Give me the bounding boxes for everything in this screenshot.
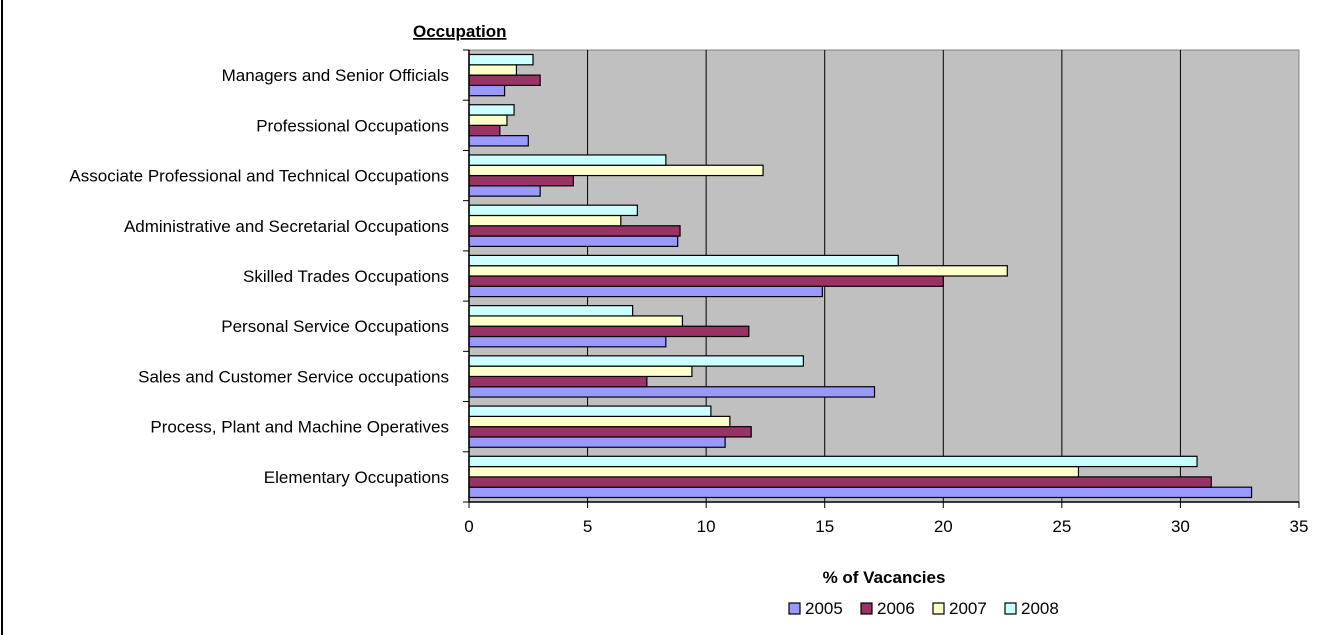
bar-2007 (468, 164, 764, 177)
legend-label: 2008 (1021, 599, 1059, 618)
category-label: Personal Service Occupations (221, 317, 449, 336)
tick-label: 25 (1052, 517, 1071, 536)
tick-label: 35 (1290, 517, 1309, 536)
bar-2006 (468, 325, 750, 338)
bar-2007 (468, 315, 684, 327)
bar-2006 (468, 426, 752, 438)
category-axis-title: Occupation (413, 22, 507, 41)
bar-2008 (468, 405, 712, 417)
bar-2005 (468, 335, 667, 348)
bar-2007 (468, 64, 518, 76)
bar-2006 (468, 275, 944, 287)
bar-2005 (468, 235, 679, 247)
category-label: Managers and Senior Officials (222, 66, 449, 85)
category-label: Process, Plant and Machine Operatives (150, 418, 449, 437)
bar-2005 (468, 386, 876, 398)
value-tick-labels: 0 5 10 15 20 25 30 35 (464, 517, 1308, 536)
legend-label: 2006 (877, 599, 915, 618)
bar-2008 (468, 104, 515, 116)
tick-label: 0 (464, 517, 473, 536)
tick-label: 20 (934, 517, 953, 536)
tick-label: 5 (583, 517, 592, 536)
bar-2007 (468, 465, 1080, 478)
bar-2006 (468, 74, 541, 87)
bar-2005 (468, 84, 506, 97)
bar-2007 (468, 415, 731, 428)
tick-label: 15 (815, 517, 834, 536)
bar-2005 (468, 135, 529, 147)
category-label: Associate Professional and Technical Occ… (69, 167, 449, 186)
category-labels: Managers and Senior Officials Professiona… (69, 66, 449, 487)
legend-swatch-2008 (1004, 602, 1017, 615)
bar-2007 (468, 265, 1008, 277)
bar-2006 (468, 375, 648, 388)
bar-2006 (468, 174, 574, 187)
legend-label: 2005 (805, 599, 843, 618)
axes (463, 49, 1300, 508)
bar-2007 (468, 365, 693, 378)
bar-2008 (468, 204, 638, 217)
bar-2005 (468, 486, 1253, 499)
bar-2008 (468, 355, 804, 367)
bar-2006 (468, 225, 681, 237)
bar-2008 (468, 254, 899, 267)
legend-swatch-2005 (788, 602, 801, 615)
bar-2007 (468, 214, 622, 227)
category-label: Administrative and Secretarial Occupatio… (124, 217, 449, 236)
legend-swatch-2007 (932, 602, 945, 615)
bar-2008 (468, 154, 667, 166)
bar-2007 (468, 114, 508, 126)
bar-2008 (468, 305, 634, 317)
bar-2005 (468, 185, 541, 197)
legend: 2005 2006 2007 2008 (788, 599, 1059, 618)
bar-2006 (468, 124, 501, 137)
bar-2008 (468, 53, 534, 66)
value-axis-title: % of Vacancies (823, 568, 946, 587)
category-label: Elementary Occupations (264, 468, 449, 487)
category-label: Sales and Customer Service occupations (138, 367, 449, 386)
legend-label: 2007 (949, 599, 987, 618)
category-label: Skilled Trades Occupations (243, 267, 449, 286)
tick-label: 30 (1171, 517, 1190, 536)
bar-2006 (468, 476, 1212, 488)
bar-2005 (468, 436, 726, 448)
category-label: Professional Occupations (256, 116, 449, 135)
bar-2008 (468, 455, 1198, 468)
legend-swatch-2006 (860, 602, 873, 615)
bars (468, 53, 1253, 499)
bar-2005 (468, 285, 823, 298)
tick-label: 10 (697, 517, 716, 536)
